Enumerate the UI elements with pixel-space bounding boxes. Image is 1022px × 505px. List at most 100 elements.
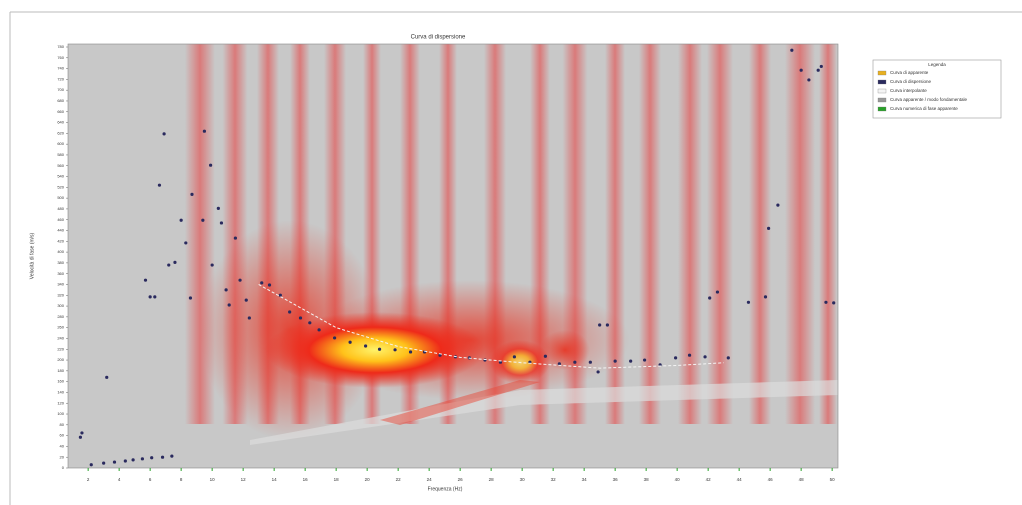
data-point: [149, 295, 152, 298]
y-tick-label: 240: [57, 336, 64, 341]
data-point: [544, 355, 547, 358]
x-tick-label: 22: [396, 477, 402, 482]
data-point: [288, 310, 291, 313]
y-tick-label: 480: [57, 206, 64, 211]
y-tick-label: 620: [57, 130, 64, 135]
data-point: [124, 459, 127, 462]
y-tick-label: 580: [57, 152, 64, 157]
y-tick-label: 640: [57, 120, 64, 125]
y-tick-label: 420: [57, 238, 64, 243]
x-tick-label: 40: [675, 477, 681, 482]
legend-swatch: [878, 80, 886, 84]
data-point: [817, 69, 820, 72]
data-point: [764, 295, 767, 298]
x-tick-label: 30: [520, 477, 526, 482]
data-point: [598, 323, 601, 326]
data-point: [767, 227, 770, 230]
data-point: [409, 350, 412, 353]
data-point: [228, 303, 231, 306]
y-tick-label: 780: [57, 44, 64, 49]
data-point: [643, 358, 646, 361]
y-tick-label: 300: [57, 303, 64, 308]
y-tick-label: 280: [57, 314, 64, 319]
y-tick-label: 700: [57, 87, 64, 92]
data-point: [234, 236, 237, 239]
data-point: [211, 263, 214, 266]
y-tick-label: 460: [57, 217, 64, 222]
data-point: [747, 301, 750, 304]
data-point: [238, 279, 241, 282]
data-point: [688, 354, 691, 357]
x-tick-label: 10: [210, 477, 216, 482]
y-tick-label: 500: [57, 195, 64, 200]
data-point: [308, 321, 311, 324]
x-tick-label: 50: [830, 477, 836, 482]
y-tick-label: 360: [57, 271, 64, 276]
data-point: [170, 455, 173, 458]
data-point: [132, 458, 135, 461]
y-tick-label: 40: [60, 443, 65, 448]
data-point: [102, 462, 105, 465]
x-tick-label: 48: [799, 477, 805, 482]
data-point: [824, 301, 827, 304]
data-point: [173, 261, 176, 264]
x-tick-label: 4: [118, 477, 121, 482]
y-tick-label: 680: [57, 98, 64, 103]
heatmap: [68, 44, 838, 468]
data-point: [716, 290, 719, 293]
data-point: [589, 361, 592, 364]
data-point: [201, 219, 204, 222]
data-point: [190, 193, 193, 196]
legend-swatch: [878, 89, 886, 93]
data-point: [153, 295, 156, 298]
x-tick-label: 20: [365, 477, 371, 482]
data-point: [90, 463, 93, 466]
heat-stripe: [785, 44, 815, 424]
legend-swatch: [878, 107, 886, 111]
data-point: [217, 207, 220, 210]
data-point: [708, 296, 711, 299]
y-tick-label: 340: [57, 282, 64, 287]
x-tick-label: 12: [241, 477, 247, 482]
data-point: [248, 316, 251, 319]
y-tick-label: 60: [60, 433, 65, 438]
data-point: [80, 431, 83, 434]
data-point: [260, 281, 263, 284]
y-tick-label: 0: [62, 465, 65, 470]
y-tick-label: 400: [57, 249, 64, 254]
x-tick-label: 6: [149, 477, 152, 482]
data-point: [349, 341, 352, 344]
x-tick-label: 42: [706, 477, 712, 482]
legend-label: Curva di dispersione: [890, 79, 932, 84]
chart: Curva di dispersione Frequenza (Hz) Velo…: [0, 0, 1022, 505]
y-tick-label: 20: [60, 454, 65, 459]
data-point: [161, 456, 164, 459]
data-point: [105, 376, 108, 379]
data-point: [203, 130, 206, 133]
y-tick-label: 720: [57, 76, 64, 81]
x-axis-label: Frequenza (Hz): [428, 486, 463, 492]
data-point: [163, 132, 166, 135]
y-tick-label: 600: [57, 141, 64, 146]
data-point: [629, 360, 632, 363]
y-axis-label: Velocità di fase (m/s): [29, 232, 35, 279]
data-point: [333, 336, 336, 339]
y-tick-label: 80: [60, 422, 65, 427]
data-point: [606, 323, 609, 326]
data-point: [820, 65, 823, 68]
x-tick-label: 32: [551, 477, 557, 482]
x-tick-label: 2: [87, 477, 90, 482]
y-tick-label: 180: [57, 368, 64, 373]
data-point: [364, 344, 367, 347]
heat-stripe: [707, 44, 733, 424]
heat-stripe: [819, 44, 837, 424]
y-tick-label: 260: [57, 325, 64, 330]
y-tick-label: 220: [57, 346, 64, 351]
y-tick-label: 560: [57, 163, 64, 168]
y-tick-label: 100: [57, 411, 64, 416]
legend-swatch: [878, 71, 886, 75]
x-tick-label: 24: [427, 477, 433, 482]
data-point: [184, 241, 187, 244]
heat-stripe: [678, 44, 702, 424]
data-point: [614, 360, 617, 363]
